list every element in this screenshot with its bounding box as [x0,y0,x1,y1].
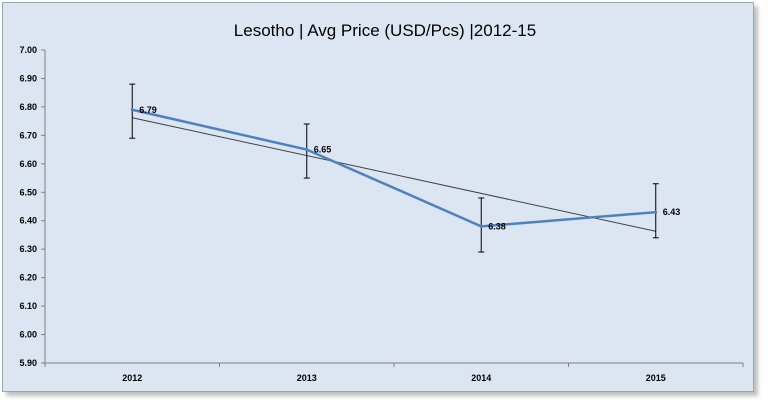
data-point [654,210,658,214]
series-line-segment [131,108,308,151]
data-point [305,148,309,152]
axes: 5.90 6.00 6.10 6.20 6.30 6.40 6.50 6.60 6.70 6.80… [19,45,744,383]
chart-frame: Lesotho | Avg Price (USD/Pcs) |2012-15 5… [2,2,754,392]
data-label: 6.43 [663,207,681,217]
data-label: 6.79 [139,105,157,115]
y-tick-label: 6.00 [19,330,37,340]
y-tick-label: 5.90 [19,358,37,368]
y-tick-label: 6.60 [19,159,37,169]
y-tick-label: 6.70 [19,130,37,140]
y-tick-label: 6.20 [19,273,37,283]
y-tick-label: 6.50 [19,187,37,197]
chart-svg: Lesotho | Avg Price (USD/Pcs) |2012-15 5… [19,21,744,383]
x-tick-label: 2012 [122,373,142,383]
x-tick-label: 2015 [646,373,666,383]
y-tick-label: 6.30 [19,244,37,254]
y-tick-label: 7.00 [19,45,37,55]
data-label: 6.38 [488,221,506,231]
x-tick-label: 2013 [297,373,317,383]
chart-marks: 6.79 6.65 6.38 6.43 [129,83,681,253]
y-tick-label: 6.10 [19,301,37,311]
series-line-segment [305,148,483,228]
chart-title: Lesotho | Avg Price (USD/Pcs) |2012-15 [234,21,536,40]
data-label: 6.65 [314,145,332,155]
y-tick-label: 6.90 [19,73,37,83]
trendline [132,117,656,232]
x-tick-label: 2014 [471,373,491,383]
series-line-segment [480,210,657,228]
data-point [130,108,134,112]
data-point [479,224,483,228]
y-tick-label: 6.40 [19,216,37,226]
y-tick-label: 6.80 [19,102,37,112]
